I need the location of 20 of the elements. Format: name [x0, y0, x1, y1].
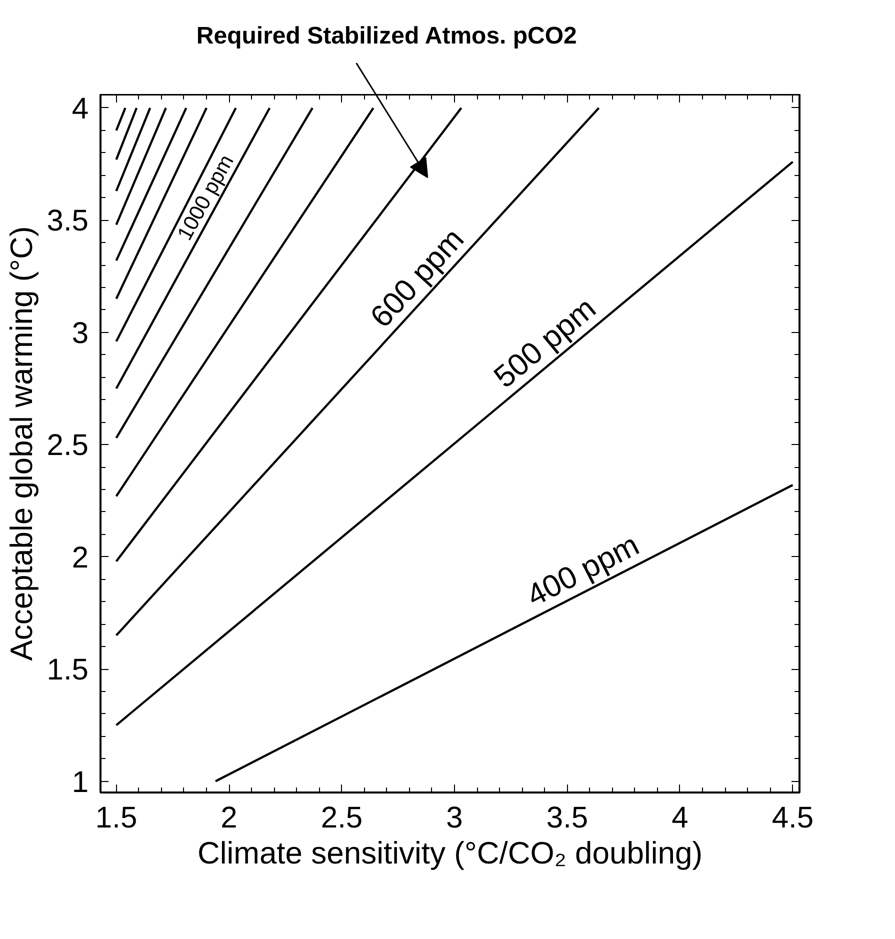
x-tick-label: 2 [220, 802, 238, 834]
x-axis-title: Climate sensitivity (°C/CO₂ doubling) [197, 836, 703, 870]
text: 500 ppm [487, 290, 602, 395]
x-tick-label: 3.5 [546, 802, 588, 834]
y-tick-label: 4 [72, 92, 89, 126]
text: Required Stabilized Atmos. pCO2 [196, 22, 577, 50]
y-tick-label: 2 [72, 541, 89, 574]
y-tick-label: 3 [72, 316, 89, 350]
y-tick-label: 2.5 [46, 429, 89, 462]
y-tick-label: 3.5 [46, 204, 89, 238]
x-tick-label: 1.5 [95, 802, 138, 834]
text: 400 ppm [521, 527, 644, 614]
y-axis-title: Acceptable global warming (°C) [4, 226, 39, 661]
x-tick-label: 2.5 [320, 802, 363, 834]
x-tick-label: 3 [446, 802, 463, 834]
text: 1000 ppm [173, 151, 238, 244]
y-tick-label: 1 [72, 766, 89, 799]
y-tick-label: 1.5 [46, 654, 89, 687]
x-tick-label: 4.5 [772, 802, 814, 834]
x-tick-label: 4 [672, 802, 688, 834]
